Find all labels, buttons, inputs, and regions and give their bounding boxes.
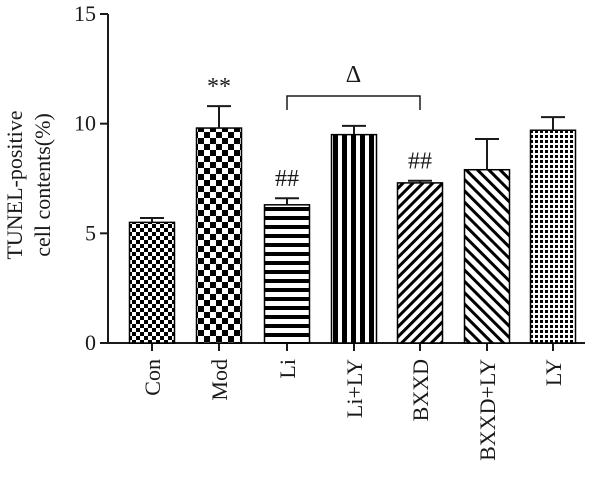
- y-tick-label: 15: [74, 1, 96, 26]
- significance-annotation: **: [207, 74, 231, 100]
- bars: [128, 127, 577, 344]
- bar-mod: [195, 127, 243, 344]
- x-tick-label: Li: [275, 359, 300, 379]
- labels: Con Mod Li Li+LY BXXD BXXD+LY LY ** ## ## Δ: [140, 62, 566, 461]
- y-axis-title-line1: TUNEL-positive: [2, 110, 27, 259]
- y-axis-title-line2: cell contents(%): [30, 113, 55, 257]
- x-tick-label: Con: [140, 359, 165, 396]
- x-tick-label: Li+LY: [342, 359, 367, 418]
- bar-bxxd-ly: [463, 168, 511, 344]
- bar-ly: [529, 129, 577, 344]
- comparison-bracket: [286, 95, 421, 110]
- y-tick-label: 10: [74, 111, 96, 136]
- y-tick-label: 0: [85, 330, 96, 355]
- bar-li: [263, 204, 311, 344]
- bar-con: [128, 221, 176, 344]
- x-tick-label: BXXD: [408, 359, 433, 421]
- bracket-label: Δ: [346, 62, 361, 88]
- y-tick-label: 5: [85, 220, 96, 245]
- bar-bxxd: [396, 182, 444, 344]
- significance-annotation: ##: [275, 166, 299, 192]
- x-tick-label: BXXD+LY: [475, 359, 500, 461]
- x-tick-label: Mod: [207, 359, 232, 401]
- significance-annotation: ##: [408, 149, 432, 175]
- x-tick-label: LY: [541, 359, 566, 386]
- bar-li-ly: [330, 133, 378, 344]
- error-bars: [140, 105, 565, 223]
